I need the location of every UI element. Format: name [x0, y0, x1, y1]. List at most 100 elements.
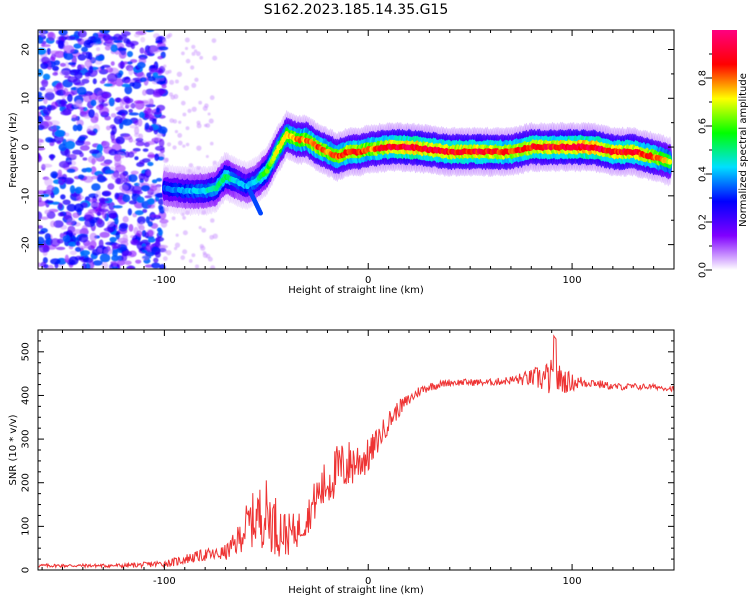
noise-blob [128, 200, 137, 205]
noise-speckle [164, 207, 169, 212]
spectrogram-ytick-label: -20 [21, 236, 32, 252]
noise-blob [66, 218, 76, 226]
noise-blob [89, 232, 97, 242]
noise-blob [119, 99, 124, 108]
noise-blob [122, 118, 133, 126]
noise-blob [105, 125, 111, 131]
noise-blob [83, 94, 92, 103]
noise-blob [40, 216, 49, 220]
noise-blob [50, 238, 61, 247]
noise-blob [151, 179, 158, 184]
noise-blob [45, 88, 55, 94]
noise-blob [81, 46, 89, 53]
figure-title: S162.2023.185.14.35.G15 [264, 2, 449, 18]
noise-blob [153, 136, 162, 142]
noise-blob [97, 218, 103, 225]
noise-blob [57, 169, 63, 177]
noise-blob [51, 201, 61, 205]
noise-speckle [210, 218, 215, 223]
noise-blob [53, 220, 64, 228]
spectrogram-xtick-label: 0 [365, 275, 371, 286]
noise-blob [157, 55, 163, 60]
noise-blob [38, 230, 46, 235]
noise-blob [67, 93, 73, 103]
noise-blob [49, 154, 55, 161]
noise-blob [50, 171, 59, 179]
noise-blob [95, 104, 104, 111]
noise-speckle [174, 130, 179, 134]
noise-blob [38, 262, 42, 268]
noise-blob [133, 120, 139, 126]
noise-blob [130, 239, 139, 245]
noise-blob [40, 30, 46, 37]
spectrogram-x-label: Height of straight line (km) [288, 285, 424, 296]
noise-blob [130, 170, 139, 175]
noise-blob [134, 210, 144, 216]
colorbar: 0.0 0.2 0.4 0.6 0.8 Normalized spectral ampl… [698, 30, 749, 278]
noise-speckle [166, 249, 172, 256]
noise-blob [86, 168, 93, 173]
noise-speckle [199, 244, 204, 249]
noise-blob [60, 194, 66, 200]
noise-blob [151, 262, 161, 269]
noise-blob [110, 61, 115, 66]
noise-speckle [198, 100, 203, 105]
noise-speckle [169, 79, 175, 85]
noise-speckle [211, 38, 217, 43]
noise-speckle [182, 112, 187, 117]
noise-blob [76, 86, 87, 95]
noise-blob [103, 247, 113, 256]
noise-blob [118, 61, 126, 69]
noise-blob [116, 260, 126, 266]
noise-blob [57, 202, 63, 210]
spectrogram-ytick-label: 0 [21, 144, 32, 150]
noise-blob [80, 250, 91, 256]
noise-blob [115, 78, 124, 87]
noise-blob [62, 199, 71, 205]
noise-speckle [208, 118, 214, 124]
noise-blob [58, 160, 70, 169]
noise-blob [91, 202, 99, 207]
noise-blob [62, 87, 69, 97]
snr-axes: -100 0 100 0 100 200 300 400 500 [21, 329, 675, 587]
noise-speckle [209, 141, 214, 146]
noise-blob [38, 91, 43, 97]
noise-blob [119, 122, 124, 130]
noise-speckle [185, 210, 190, 215]
noise-blob [158, 204, 163, 211]
noise-blob [128, 266, 134, 269]
noise-blob [94, 112, 99, 121]
noise-blob [134, 156, 139, 161]
noise-blob [155, 177, 163, 182]
noise-blob [90, 43, 99, 47]
spectrogram-ytick-label: 10 [21, 92, 32, 105]
noise-blob [103, 227, 114, 232]
noise-blob [149, 214, 160, 218]
noise-speckle [184, 37, 190, 43]
noise-blob [137, 216, 146, 225]
noise-blob [154, 153, 160, 161]
noise-speckle [185, 142, 190, 147]
noise-speckle [191, 82, 197, 88]
noise-blob [75, 99, 83, 107]
noise-blob [38, 153, 41, 162]
noise-speckle [181, 51, 185, 56]
noise-blob [107, 183, 115, 190]
noise-blob [60, 98, 67, 108]
snr-xtick-label: 100 [563, 576, 582, 587]
noise-speckle [182, 144, 186, 148]
noise-speckle [185, 126, 190, 131]
noise-speckle [194, 264, 200, 269]
noise-blob [57, 40, 65, 49]
noise-blob [96, 175, 107, 183]
noise-blob [68, 241, 77, 247]
noise-blob [75, 38, 82, 42]
noise-blob [69, 250, 77, 256]
noise-blob [102, 92, 111, 98]
noise-blob [92, 78, 97, 85]
noise-speckle [212, 160, 217, 166]
spectrogram-y-label: Frequency (Hz) [8, 112, 19, 188]
noise-blob [131, 185, 143, 193]
noise-blob [93, 37, 102, 42]
